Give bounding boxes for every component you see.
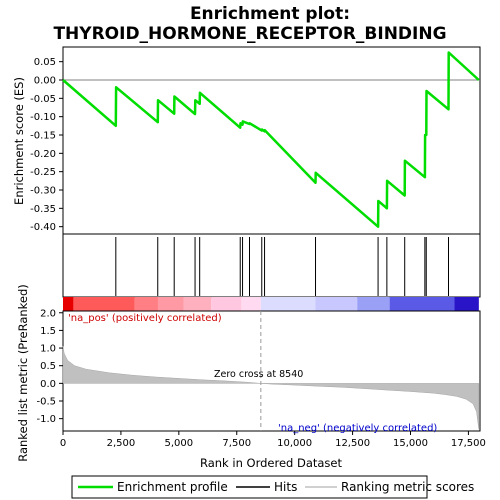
- metric-y-axis: 2.0 1.5 1.0 0.5 0.0 -0.5 -1.0: [36, 308, 63, 425]
- metric-y-tick-label: -0.5: [36, 397, 56, 408]
- metric-x-tick-label: 0: [60, 438, 66, 449]
- color-bar-segment: [241, 297, 261, 311]
- color-bar-segment: [389, 297, 455, 311]
- es-y-tick-label: 0.05: [34, 57, 56, 68]
- es-y-tick-label: -0.35: [30, 204, 56, 215]
- es-y-tick-label: -0.40: [30, 222, 56, 233]
- color-bar-segment: [357, 297, 390, 311]
- metric-x-tick-label: 7,500: [222, 438, 251, 449]
- metric-x-tick-label: 2,500: [107, 438, 136, 449]
- color-bar-segment: [211, 297, 242, 311]
- es-y-tick-label: -0.30: [30, 186, 56, 197]
- metric-x-tick-label: 12,500: [335, 438, 370, 449]
- metric-y-tick-label: -1.0: [36, 414, 56, 425]
- metric-area: [62, 346, 480, 430]
- color-bar-segment: [134, 297, 158, 311]
- metric-fill: [62, 346, 480, 430]
- plot-title-line2: THYROID_HORMONE_RECEPTOR_BINDING: [53, 24, 446, 44]
- color-bar-segment: [260, 297, 316, 311]
- es-y-axis-label: Enrichment score (ES): [12, 77, 26, 205]
- color-bar-segment: [183, 297, 212, 311]
- legend-label-enrichment: Enrichment profile: [117, 480, 228, 494]
- color-bar-segment: [73, 297, 135, 311]
- color-bar-segment: [63, 297, 74, 311]
- metric-x-axis-label: Rank in Ordered Dataset: [200, 456, 343, 470]
- hits-panel: [115, 237, 449, 296]
- negative-correlation-label: 'na_neg' (negatively correlated): [278, 423, 437, 434]
- metric-x-tick-label: 17,500: [451, 438, 486, 449]
- metric-y-axis-label: Ranked list metric (PreRanked): [16, 284, 30, 462]
- metric-panel-frame: [62, 310, 481, 432]
- es-y-tick-label: -0.05: [30, 94, 56, 105]
- es-profile-line: [62, 51, 480, 228]
- color-bar-segment: [157, 297, 184, 311]
- legend-item-enrichment: Enrichment profile: [78, 480, 228, 494]
- es-y-axis: 0.05 0.00 -0.05 -0.10 -0.15 -0.20 -0.25 -0.30 -0…: [30, 57, 63, 233]
- es-panel-frame: [62, 46, 481, 235]
- es-y-tick-label: -0.20: [30, 149, 56, 160]
- hits-panel-frame: [62, 233, 481, 298]
- metric-x-tick-label: 10,000: [277, 438, 312, 449]
- metric-x-tick-label: 15,000: [393, 438, 428, 449]
- metric-x-axis: 0 2,500 5,000 7,500 10,000 12,500 15,000 17,500: [60, 431, 486, 449]
- metric-y-tick-label: 1.0: [40, 344, 56, 355]
- metric-y-tick-label: 1.5: [40, 326, 56, 337]
- es-y-tick-label: 0.00: [34, 76, 56, 87]
- color-bar-segment: [315, 297, 358, 311]
- positive-correlation-label: 'na_pos' (positively correlated): [68, 313, 222, 324]
- es-y-tick-label: -0.25: [30, 167, 56, 178]
- metric-x-tick-label: 5,000: [165, 438, 194, 449]
- es-y-tick-label: -0.15: [30, 131, 56, 142]
- metric-y-tick-label: 0.5: [40, 361, 56, 372]
- legend-item-ranking: Ranking metric scores: [305, 480, 474, 494]
- metric-y-tick-label: 2.0: [40, 308, 56, 319]
- plot-title-line1: Enrichment plot:: [190, 4, 350, 24]
- ranking-color-bar: [63, 297, 479, 311]
- color-bar-segment: [454, 297, 479, 311]
- es-y-tick-label: -0.10: [30, 112, 56, 123]
- legend-label-ranking: Ranking metric scores: [341, 480, 474, 494]
- metric-y-tick-label: 0.0: [40, 379, 56, 390]
- es-curve: [62, 51, 480, 228]
- legend-item-hits: Hits: [236, 480, 297, 494]
- legend-label-hits: Hits: [274, 480, 297, 494]
- zero-cross-label: Zero cross at 8540: [214, 369, 303, 380]
